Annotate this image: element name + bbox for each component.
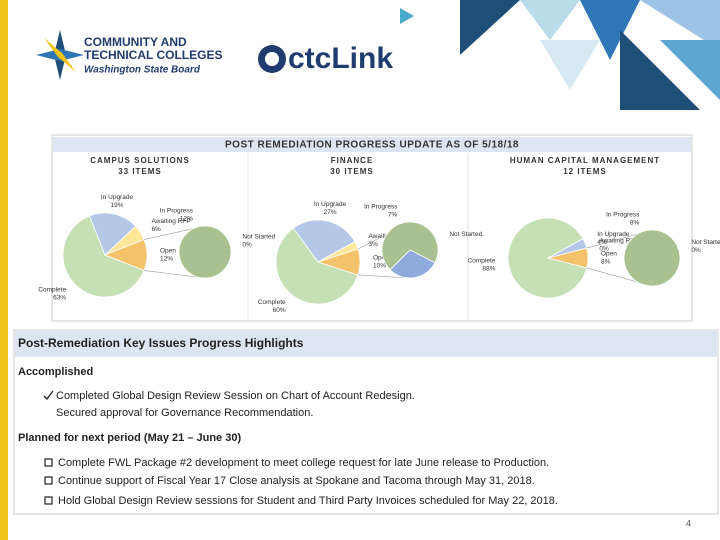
slice-value: 63% [53,295,66,302]
highlights-title: Post-Remediation Key Issues Progress Hig… [18,336,304,350]
highlight-line: Completed Global Design Review Session o… [56,390,415,402]
product-name: ctcLink [288,42,393,75]
slice-value: 0% [691,247,701,254]
slice-label: Open [160,248,176,255]
chart-title: FINANCE [331,156,374,165]
bullet-box [44,458,53,467]
slice-value: 0% [242,242,252,249]
slice-label: Not Started. [449,231,484,238]
slice-value: 12% [180,216,193,223]
bullet-box [44,476,53,485]
slice-label: In Progress [160,208,194,215]
logo-text: Washington State Board [84,65,201,76]
pie-slice [292,219,356,263]
pie-slice [178,225,232,279]
slice-label: In Progress [606,212,640,219]
logo [36,30,286,80]
slice-label: Open [601,251,617,258]
chart-subtitle: 12 ITEMS [563,167,607,176]
pie-slice [62,215,145,298]
connector [357,274,411,279]
panel-title: POST REMEDIATION PROGRESS UPDATE AS OF 5… [225,140,519,151]
slice-value: 27% [323,209,336,216]
slice-value: 88% [482,265,495,272]
bullet-box [44,496,53,505]
slice-label: Complete [258,299,286,306]
slice-value: 4% [597,239,607,246]
slice-value: 60% [273,307,286,314]
chart-subtitle: 33 ITEMS [118,167,162,176]
pie-slice [381,221,439,271]
slice-value: 10% [373,263,386,270]
slice-label: In Progress [364,204,398,211]
slice-label: In Upgrade [314,201,347,208]
slice-label: Awaiting RFP [599,238,638,245]
slice-value: 12% [160,256,173,263]
pie-slice [389,249,436,279]
slice-label: Open [373,255,389,262]
slice-value: 6% [151,226,161,233]
panel-title-bar [53,137,691,152]
slice-label: Not Started [691,239,720,246]
slice-value: 0% [599,246,609,253]
section-heading: Accomplished [18,366,93,378]
slice-label: Not Started [242,234,275,241]
pie-slice [623,229,681,287]
chart-title: CAMPUS SOLUTIONS [90,156,190,165]
chart-title: HUMAN CAPITAL MANAGEMENT [510,156,660,165]
page-number: 4 [686,518,691,528]
highlight-line: Secured approval for Governance Recommen… [56,407,313,419]
planned-item: Continue support of Fiscal Year 17 Close… [58,475,535,487]
chart-panel [51,134,693,322]
section-heading: Planned for next period (May 21 – June 3… [18,432,241,444]
highlights-box [13,329,719,515]
slice-label: Awaiting RFP [151,218,190,225]
slice-label: In Upgrade [597,231,630,238]
decor [400,0,720,110]
slice-label: Complete [38,287,66,294]
accent-stripe [0,0,8,540]
check-icon [43,390,54,400]
slice-value: 8% [601,259,611,266]
slice-value: 3% [368,241,378,248]
logo-text: COMMUNITY AND [84,35,187,49]
slice-value: 7% [388,212,398,219]
slice-label: In Upgrade [101,194,134,201]
planned-item: Hold Global Design Review sessions for S… [58,495,558,507]
pie-slice [547,247,589,269]
slice-value: 19% [110,202,123,209]
pie-slice [275,227,359,305]
logo-text: TECHNICAL COLLEGES [84,48,222,62]
pie-slice [507,217,588,299]
planned-item: Complete FWL Package #2 development to m… [58,457,549,469]
pie-slice [89,212,137,256]
slice-label: Complete [468,257,496,264]
highlights-bar [15,331,717,357]
connector [144,270,206,279]
chart-subtitle: 30 ITEMS [330,167,374,176]
slice-value: 8% [630,220,640,227]
